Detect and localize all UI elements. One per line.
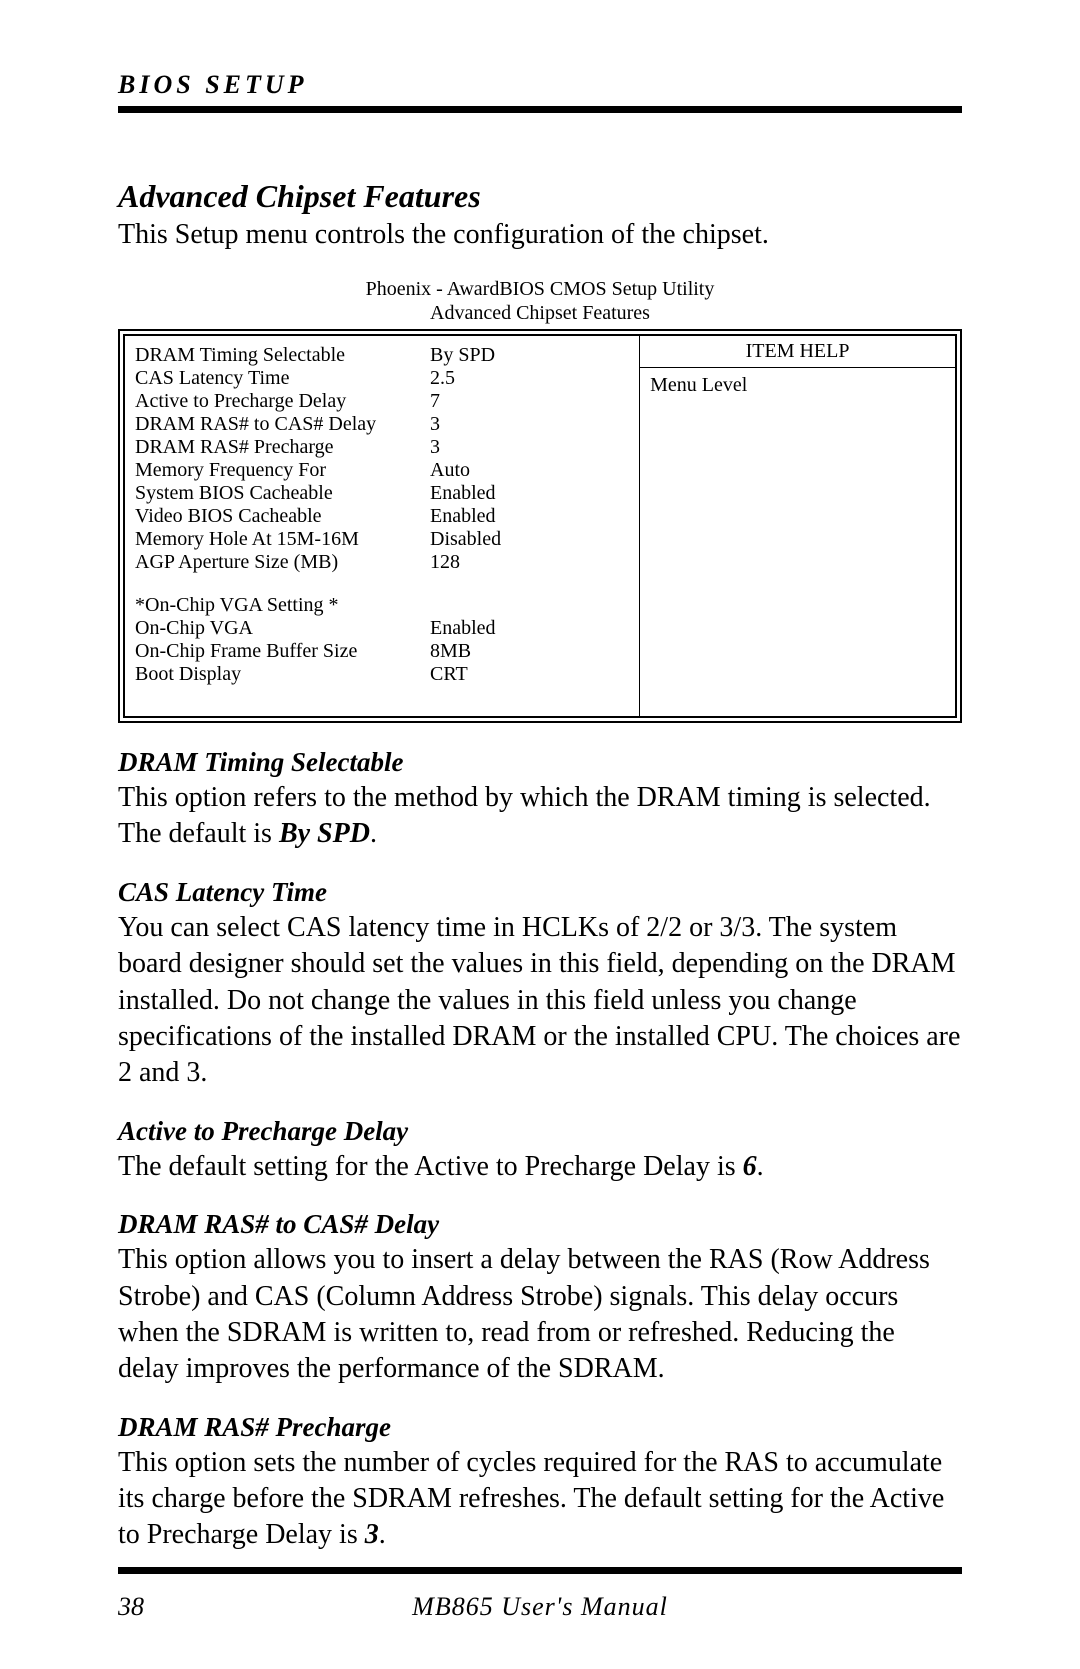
header-rule: [118, 106, 962, 113]
setting-value: CRT: [430, 663, 631, 686]
setting-value: Enabled: [430, 505, 631, 528]
bios-utility-title: Phoenix - AwardBIOS CMOS Setup Utility A…: [118, 277, 962, 325]
intro-text: This Setup menu controls the configurati…: [118, 219, 962, 251]
setting-value: Enabled: [430, 482, 631, 505]
section-heading: DRAM RAS# to CAS# Delay: [118, 1209, 962, 1240]
section-body: This option refers to the method by whic…: [118, 780, 962, 853]
table-row: Boot DisplayCRT: [135, 663, 631, 686]
setting-label: AGP Aperture Size (MB): [135, 551, 430, 574]
footer-rule: [118, 1567, 962, 1574]
table-row: On-Chip VGAEnabled: [135, 617, 631, 640]
manual-title: MB865 User's Manual: [268, 1592, 812, 1622]
page-number: 38: [118, 1592, 268, 1622]
setting-value: 128: [430, 551, 631, 574]
group-header: *On-Chip VGA Setting *: [135, 594, 430, 617]
setting-label: DRAM RAS# Precharge: [135, 436, 430, 459]
body-text: .: [757, 1151, 764, 1182]
table-row: Memory Frequency ForAuto: [135, 459, 631, 482]
running-header: BIOS SETUP: [118, 70, 962, 100]
table-row: DRAM RAS# to CAS# Delay3: [135, 413, 631, 436]
footer-spacer: [812, 1592, 962, 1622]
setting-value: Auto: [430, 459, 631, 482]
setting-value: Enabled: [430, 617, 631, 640]
table-row: On-Chip Frame Buffer Size8MB: [135, 640, 631, 663]
table-row: *On-Chip VGA Setting *: [135, 594, 631, 617]
table-row: AGP Aperture Size (MB)128: [135, 551, 631, 574]
item-help-header: ITEM HELP: [640, 336, 955, 368]
body-text: .: [379, 1519, 386, 1550]
table-row: Video BIOS CacheableEnabled: [135, 505, 631, 528]
section-ras-to-cas: DRAM RAS# to CAS# Delay This option allo…: [118, 1209, 962, 1388]
section-heading: CAS Latency Time: [118, 877, 962, 908]
setting-label: On-Chip Frame Buffer Size: [135, 640, 430, 663]
setting-label: System BIOS Cacheable: [135, 482, 430, 505]
section-body: The default setting for the Active to Pr…: [118, 1149, 962, 1185]
section-heading: DRAM RAS# Precharge: [118, 1412, 962, 1443]
setting-label: CAS Latency Time: [135, 367, 430, 390]
table-row: Memory Hole At 15M-16MDisabled: [135, 528, 631, 551]
setting-value: 3: [430, 413, 631, 436]
body-text: .: [370, 818, 377, 849]
bold-value: By SPD: [279, 818, 370, 849]
table-row: Active to Precharge Delay7: [135, 390, 631, 413]
setting-label: Memory Hole At 15M-16M: [135, 528, 430, 551]
setting-value: 8MB: [430, 640, 631, 663]
section-active-precharge: Active to Precharge Delay The default se…: [118, 1116, 962, 1185]
body-text: The default setting for the Active to Pr…: [118, 1151, 743, 1182]
bios-help-column: ITEM HELP Menu Level: [640, 336, 955, 716]
bold-value: 6: [743, 1151, 757, 1182]
section-cas-latency: CAS Latency Time You can select CAS late…: [118, 877, 962, 1092]
setting-label: Video BIOS Cacheable: [135, 505, 430, 528]
main-heading: Advanced Chipset Features: [118, 178, 962, 215]
section-heading: Active to Precharge Delay: [118, 1116, 962, 1147]
bios-group: *On-Chip VGA Setting * On-Chip VGAEnable…: [135, 594, 631, 686]
setting-value: 3: [430, 436, 631, 459]
bios-table: DRAM Timing SelectableBy SPD CAS Latency…: [118, 329, 962, 723]
table-row: System BIOS CacheableEnabled: [135, 482, 631, 505]
body-text: This option refers to the method by whic…: [118, 782, 931, 849]
bios-title-line2: Advanced Chipset Features: [118, 301, 962, 325]
setting-label: Memory Frequency For: [135, 459, 430, 482]
setting-value: By SPD: [430, 344, 631, 367]
body-text: This option sets the number of cycles re…: [118, 1447, 944, 1551]
section-ras-precharge: DRAM RAS# Precharge This option sets the…: [118, 1412, 962, 1554]
page-footer: 38 MB865 User's Manual: [118, 1592, 962, 1622]
setting-label: DRAM RAS# to CAS# Delay: [135, 413, 430, 436]
section-body: This option allows you to insert a delay…: [118, 1242, 962, 1388]
menu-level: Menu Level: [640, 368, 955, 397]
section-heading: DRAM Timing Selectable: [118, 747, 962, 778]
bold-value: 3: [365, 1519, 379, 1550]
table-row: DRAM Timing SelectableBy SPD: [135, 344, 631, 367]
table-row: CAS Latency Time2.5: [135, 367, 631, 390]
setting-label: DRAM Timing Selectable: [135, 344, 430, 367]
bios-title-line1: Phoenix - AwardBIOS CMOS Setup Utility: [118, 277, 962, 301]
setting-value: 2.5: [430, 367, 631, 390]
bios-settings-column: DRAM Timing SelectableBy SPD CAS Latency…: [125, 336, 640, 716]
section-body: This option sets the number of cycles re…: [118, 1445, 962, 1554]
section-body: You can select CAS latency time in HCLKs…: [118, 910, 962, 1092]
setting-value: 7: [430, 390, 631, 413]
section-dram-timing: DRAM Timing Selectable This option refer…: [118, 747, 962, 853]
setting-label: On-Chip VGA: [135, 617, 430, 640]
setting-label: Boot Display: [135, 663, 430, 686]
setting-value: Disabled: [430, 528, 631, 551]
setting-label: Active to Precharge Delay: [135, 390, 430, 413]
table-row: DRAM RAS# Precharge3: [135, 436, 631, 459]
page: BIOS SETUP Advanced Chipset Features Thi…: [0, 0, 1080, 1669]
